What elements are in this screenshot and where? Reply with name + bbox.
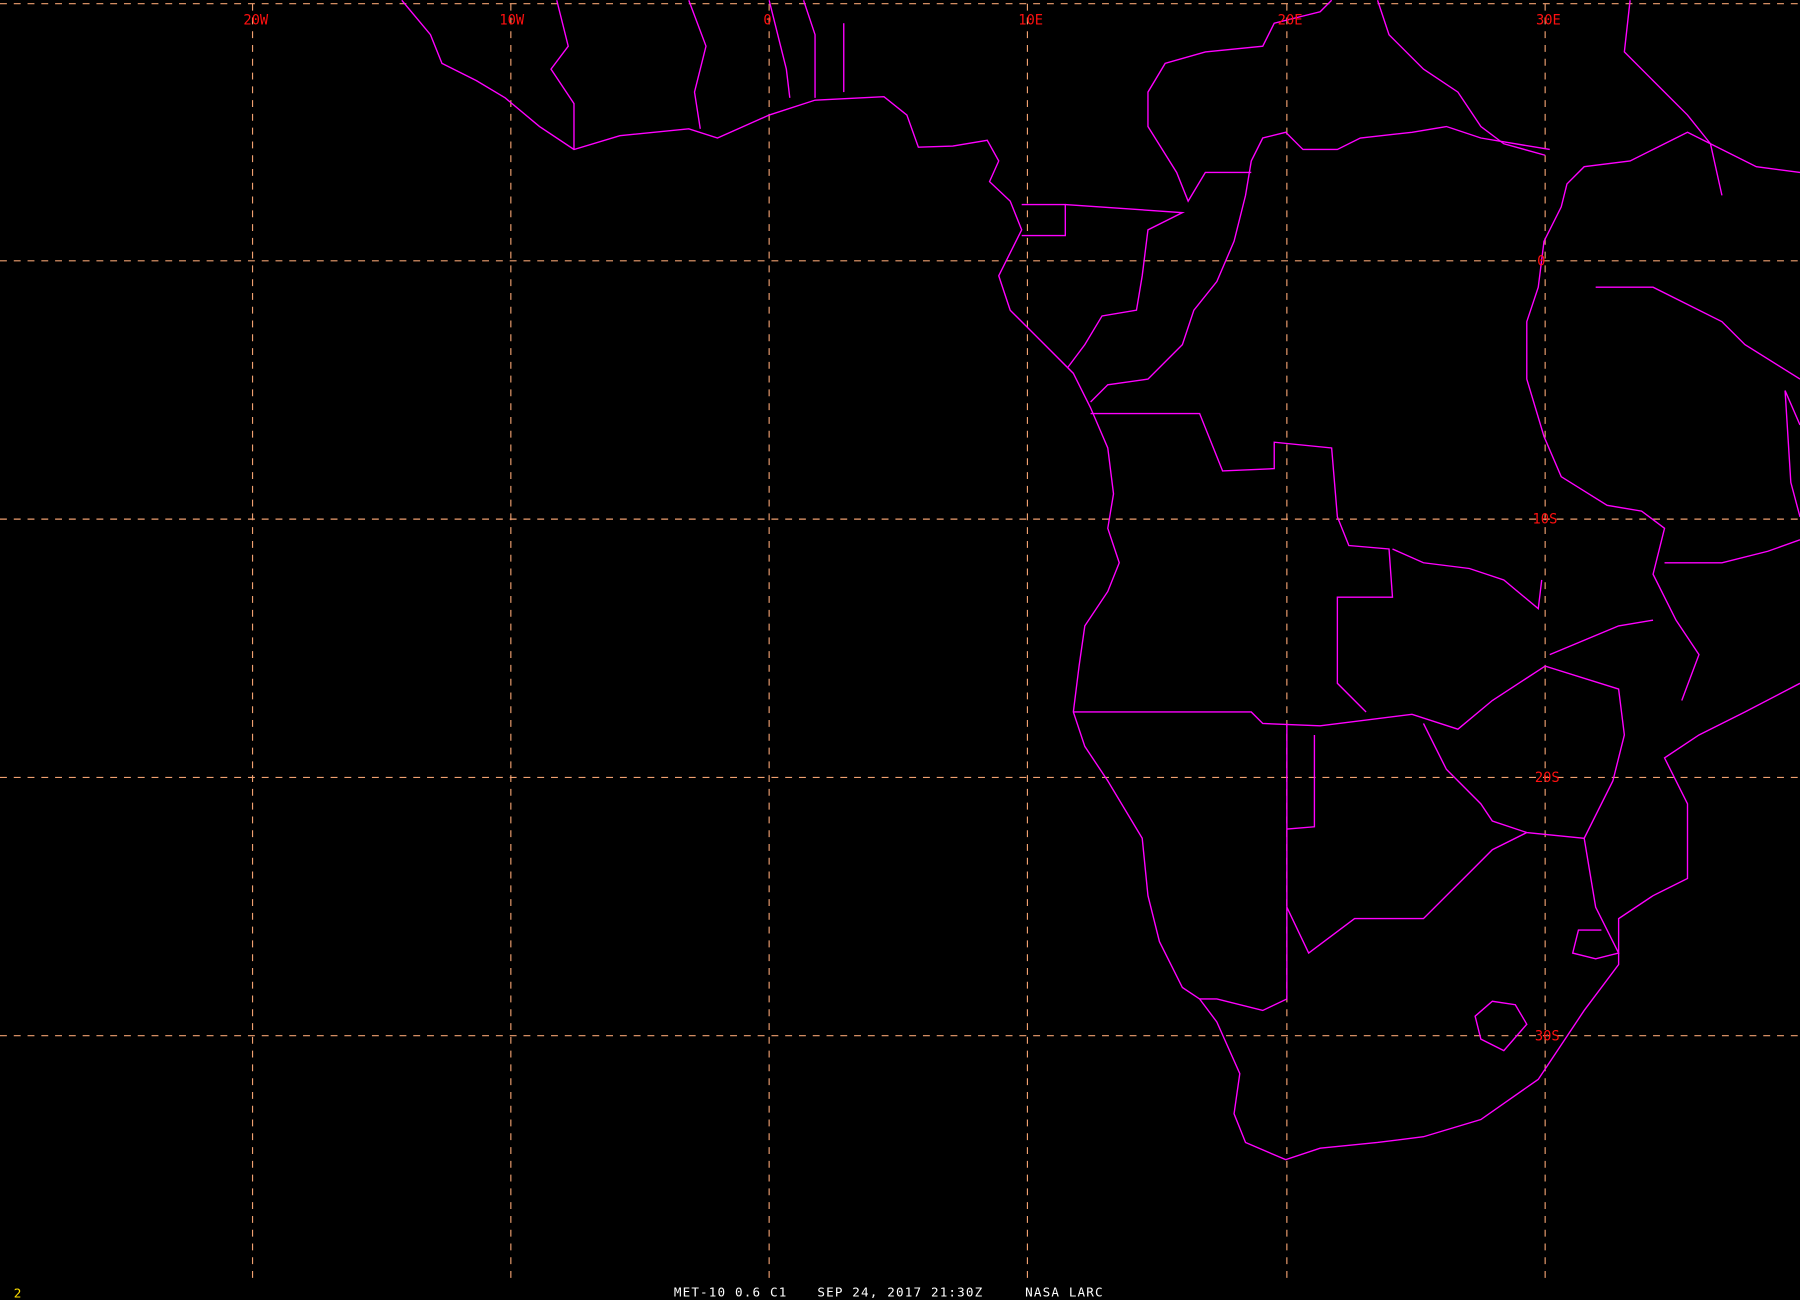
- lat-label: 20S: [1535, 770, 1560, 786]
- lon-label: 20W: [243, 12, 269, 28]
- lon-label: 20E: [1278, 12, 1303, 28]
- image-source: NASA LARC: [1025, 1284, 1104, 1299]
- lon-label: 10W: [499, 12, 525, 28]
- lat-label: 10S: [1533, 512, 1558, 528]
- satellite-channel: MET-10 0.6 C1: [674, 1284, 788, 1299]
- lat-label: 30S: [1535, 1028, 1560, 1044]
- lon-label: 0: [763, 12, 771, 28]
- coastlines-and-borders: [401, 0, 1800, 1161]
- lat-lon-grid: [0, 3, 1800, 1281]
- grid-labels: 20W 10W 0 10E 20E 30E 0 10S 20S 30S: [243, 12, 1560, 1044]
- frame-number: 2: [14, 1285, 22, 1300]
- lon-label: 30E: [1536, 12, 1561, 28]
- lon-label: 10E: [1018, 12, 1043, 28]
- image-datetime: SEP 24, 2017 21:30Z: [817, 1284, 983, 1299]
- lat-label: 0: [1537, 253, 1545, 269]
